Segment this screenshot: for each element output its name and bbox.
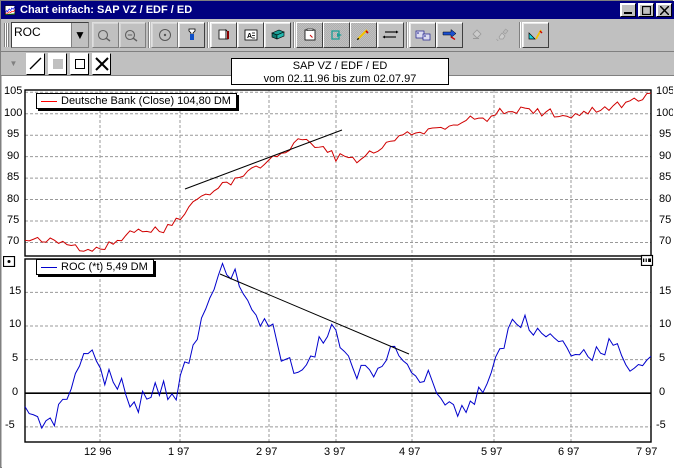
svg-text:A: A xyxy=(247,33,252,40)
